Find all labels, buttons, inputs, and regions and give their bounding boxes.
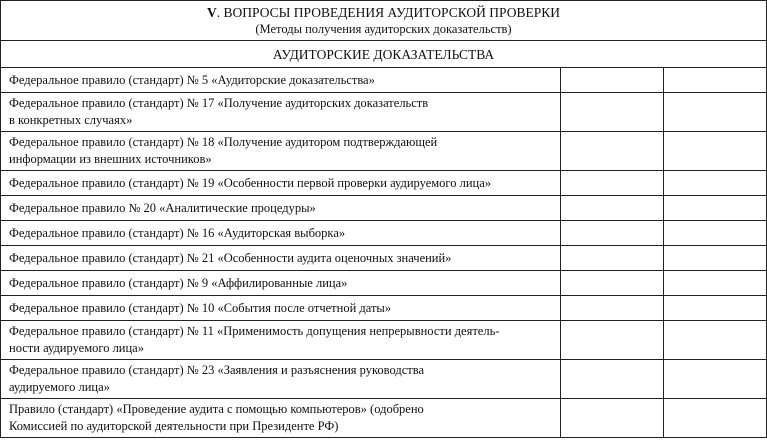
standard-name-cell: Федеральное правило (стандарт) № 21 «Осо… bbox=[0, 245, 561, 271]
section-number: V bbox=[207, 4, 217, 20]
table-row: Федеральное правило (стандарт) № 18 «Пол… bbox=[0, 131, 767, 171]
standard-name-cell: Федеральное правило (стандарт) № 17 «Пол… bbox=[0, 92, 561, 132]
section-subtitle: (Методы получения аудиторских доказатель… bbox=[255, 21, 512, 36]
standard-name-cell: Федеральное правило (стандарт) № 9 «Аффи… bbox=[0, 270, 561, 296]
table-title-row: V. ВОПРОСЫ ПРОВЕДЕНИЯ АУДИТОРСКОЙ ПРОВЕР… bbox=[0, 0, 767, 41]
table-row: Федеральное правило (стандарт) № 5 «Ауди… bbox=[0, 67, 767, 93]
standard-name-line: Федеральное правило № 20 «Аналитические … bbox=[9, 200, 316, 215]
standard-name-cell: Федеральное правило (стандарт) № 19 «Осо… bbox=[0, 170, 561, 196]
table-row: Федеральное правило № 20 «Аналитические … bbox=[0, 195, 767, 221]
standard-name-line: информации из внешних источников» bbox=[9, 152, 212, 166]
audit-standards-table: V. ВОПРОСЫ ПРОВЕДЕНИЯ АУДИТОРСКОЙ ПРОВЕР… bbox=[0, 0, 767, 438]
standard-name-line: аудируемого лица» bbox=[9, 380, 110, 394]
blank-cell-2[interactable] bbox=[663, 195, 767, 221]
standard-name-line: Федеральное правило (стандарт) № 17 «Пол… bbox=[9, 96, 429, 110]
table-title-cell: V. ВОПРОСЫ ПРОВЕДЕНИЯ АУДИТОРСКОЙ ПРОВЕР… bbox=[0, 0, 767, 41]
standard-name-line: Федеральное правило (стандарт) № 10 «Соб… bbox=[9, 300, 392, 315]
standard-name-line: Федеральное правило (стандарт) № 16 «Ауд… bbox=[9, 225, 346, 240]
standard-name-line: Федеральное правило (стандарт) № 18 «Пол… bbox=[9, 135, 438, 149]
standard-name-cell: Федеральное правило (стандарт) № 11 «При… bbox=[0, 320, 561, 360]
blank-cell-2[interactable] bbox=[663, 92, 767, 132]
blank-cell-1[interactable] bbox=[560, 320, 664, 360]
blank-cell-1[interactable] bbox=[560, 270, 664, 296]
standard-name-line: в конкретных случаях» bbox=[9, 113, 133, 127]
standard-name-line: Федеральное правило (стандарт) № 11 «При… bbox=[9, 324, 500, 338]
standard-name-cell: Федеральное правило № 20 «Аналитические … bbox=[0, 195, 561, 221]
blank-cell-2[interactable] bbox=[663, 170, 767, 196]
standard-name-line: Федеральное правило (стандарт) № 5 «Ауди… bbox=[9, 72, 375, 87]
table-row: Федеральное правило (стандарт) № 23 «Зая… bbox=[0, 359, 767, 399]
standard-name-line: Федеральное правило (стандарт) № 19 «Осо… bbox=[9, 175, 492, 190]
table-row: Федеральное правило (стандарт) № 16 «Ауд… bbox=[0, 220, 767, 246]
blank-cell-2[interactable] bbox=[663, 67, 767, 93]
standard-name-line: Федеральное правило (стандарт) № 21 «Осо… bbox=[9, 250, 452, 265]
table-row: Правило (стандарт) «Проведение аудита с … bbox=[0, 398, 767, 438]
section-title: V. ВОПРОСЫ ПРОВЕДЕНИЯ АУДИТОРСКОЙ ПРОВЕР… bbox=[9, 4, 758, 21]
blank-cell-2[interactable] bbox=[663, 398, 767, 438]
standard-name-cell: Правило (стандарт) «Проведение аудита с … bbox=[0, 398, 561, 438]
table-row: Федеральное правило (стандарт) № 11 «При… bbox=[0, 320, 767, 360]
blank-cell-2[interactable] bbox=[663, 245, 767, 271]
subsection-title: АУДИТОРСКИЕ ДОКАЗАТЕЛЬСТВА bbox=[0, 40, 767, 68]
blank-cell-2[interactable] bbox=[663, 359, 767, 399]
blank-cell-1[interactable] bbox=[560, 245, 664, 271]
standard-name-cell: Федеральное правило (стандарт) № 10 «Соб… bbox=[0, 295, 561, 321]
blank-cell-1[interactable] bbox=[560, 92, 664, 132]
subsection-row: АУДИТОРСКИЕ ДОКАЗАТЕЛЬСТВА bbox=[0, 40, 767, 68]
blank-cell-2[interactable] bbox=[663, 320, 767, 360]
blank-cell-2[interactable] bbox=[663, 220, 767, 246]
standard-name-cell: Федеральное правило (стандарт) № 5 «Ауди… bbox=[0, 67, 561, 93]
standard-name-line: Комиссией по аудиторской деятельности пр… bbox=[9, 419, 339, 433]
blank-cell-1[interactable] bbox=[560, 220, 664, 246]
standard-name-line: Правило (стандарт) «Проведение аудита с … bbox=[9, 402, 424, 416]
section-title-text: . ВОПРОСЫ ПРОВЕДЕНИЯ АУДИТОРСКОЙ ПРОВЕРК… bbox=[216, 4, 560, 20]
standard-name-line: Федеральное правило (стандарт) № 23 «Зая… bbox=[9, 363, 425, 377]
table-row: Федеральное правило (стандарт) № 17 «Пол… bbox=[0, 92, 767, 132]
blank-cell-2[interactable] bbox=[663, 295, 767, 321]
blank-cell-1[interactable] bbox=[560, 295, 664, 321]
standard-name-cell: Федеральное правило (стандарт) № 16 «Ауд… bbox=[0, 220, 561, 246]
standard-name-cell: Федеральное правило (стандарт) № 23 «Зая… bbox=[0, 359, 561, 399]
table-row: Федеральное правило (стандарт) № 10 «Соб… bbox=[0, 295, 767, 321]
blank-cell-1[interactable] bbox=[560, 170, 664, 196]
standard-name-line: ности аудируемого лица» bbox=[9, 341, 144, 355]
blank-cell-2[interactable] bbox=[663, 131, 767, 171]
standard-name-cell: Федеральное правило (стандарт) № 18 «Пол… bbox=[0, 131, 561, 171]
table-row: Федеральное правило (стандарт) № 21 «Осо… bbox=[0, 245, 767, 271]
blank-cell-2[interactable] bbox=[663, 270, 767, 296]
blank-cell-1[interactable] bbox=[560, 359, 664, 399]
blank-cell-1[interactable] bbox=[560, 195, 664, 221]
blank-cell-1[interactable] bbox=[560, 67, 664, 93]
standard-name-line: Федеральное правило (стандарт) № 9 «Аффи… bbox=[9, 275, 348, 290]
table-row: Федеральное правило (стандарт) № 19 «Осо… bbox=[0, 170, 767, 196]
table-row: Федеральное правило (стандарт) № 9 «Аффи… bbox=[0, 270, 767, 296]
blank-cell-1[interactable] bbox=[560, 131, 664, 171]
blank-cell-1[interactable] bbox=[560, 398, 664, 438]
